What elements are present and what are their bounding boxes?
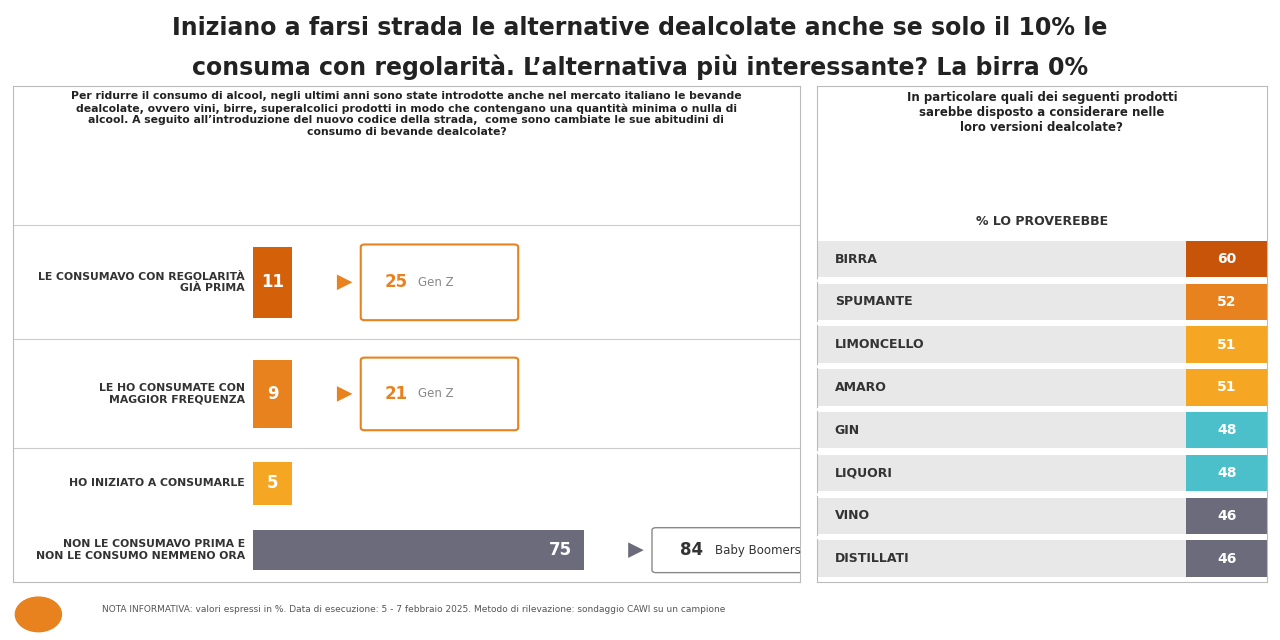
Text: Gen Z: Gen Z [419, 387, 454, 401]
Text: 5: 5 [266, 474, 278, 492]
Text: NOTA INFORMATIVA: valori espressi in %. Data di esecuzione: 5 - 7 febbraio 2025.: NOTA INFORMATIVA: valori espressi in %. … [102, 605, 726, 614]
FancyBboxPatch shape [817, 412, 1267, 449]
FancyBboxPatch shape [1187, 326, 1267, 363]
FancyBboxPatch shape [253, 530, 584, 570]
FancyBboxPatch shape [817, 455, 1267, 491]
Text: AMARO: AMARO [835, 381, 887, 394]
FancyBboxPatch shape [817, 326, 1267, 363]
FancyBboxPatch shape [361, 358, 518, 430]
Text: 48: 48 [1217, 423, 1236, 437]
Text: DISTILLATI: DISTILLATI [835, 552, 909, 565]
Text: 46: 46 [1217, 552, 1236, 566]
Text: LIMONCELLO: LIMONCELLO [835, 338, 924, 351]
Text: NON LE CONSUMAVO PRIMA E
NON LE CONSUMO NEMMENO ORA: NON LE CONSUMAVO PRIMA E NON LE CONSUMO … [36, 540, 244, 561]
Text: Gen Z: Gen Z [419, 276, 454, 289]
FancyBboxPatch shape [1187, 284, 1267, 320]
Circle shape [15, 597, 61, 632]
Text: 60: 60 [1217, 252, 1236, 266]
Text: 51: 51 [1217, 338, 1236, 351]
Text: BIRRA: BIRRA [835, 253, 878, 266]
FancyBboxPatch shape [652, 528, 841, 573]
FancyBboxPatch shape [817, 497, 1267, 534]
FancyBboxPatch shape [1187, 412, 1267, 449]
FancyBboxPatch shape [817, 369, 1267, 406]
FancyBboxPatch shape [1187, 455, 1267, 491]
FancyBboxPatch shape [361, 244, 518, 320]
Text: VINO: VINO [835, 509, 870, 522]
Text: 48: 48 [1217, 466, 1236, 480]
FancyBboxPatch shape [1187, 540, 1267, 577]
FancyBboxPatch shape [817, 540, 1267, 577]
Text: 51: 51 [1217, 380, 1236, 394]
Text: 46: 46 [1217, 509, 1236, 523]
Text: LIQUORI: LIQUORI [835, 467, 892, 479]
FancyBboxPatch shape [1187, 369, 1267, 406]
Text: 52: 52 [1217, 295, 1236, 309]
Text: 9: 9 [266, 385, 278, 403]
Text: 21: 21 [384, 385, 407, 403]
FancyBboxPatch shape [817, 284, 1267, 320]
FancyBboxPatch shape [253, 360, 292, 428]
FancyBboxPatch shape [253, 461, 292, 505]
Text: consuma con regolarità. L’alternativa più interessante? La birra 0%: consuma con regolarità. L’alternativa pi… [192, 54, 1088, 80]
FancyBboxPatch shape [253, 247, 292, 317]
Text: % LO PROVEREBBE: % LO PROVEREBBE [975, 215, 1108, 228]
Text: 84: 84 [680, 541, 703, 559]
Text: Iniziano a farsi strada le alternative dealcolate anche se solo il 10% le: Iniziano a farsi strada le alternative d… [173, 16, 1107, 40]
Text: 11: 11 [261, 273, 284, 291]
FancyBboxPatch shape [1187, 497, 1267, 534]
Text: 75: 75 [549, 541, 572, 559]
Text: Per ridurre il consumo di alcool, negli ultimi anni sono state introdotte anche : Per ridurre il consumo di alcool, negli … [72, 92, 741, 137]
Text: Baby Boomers: Baby Boomers [716, 543, 801, 557]
Text: HO INIZIATO A CONSUMARLE: HO INIZIATO A CONSUMARLE [69, 478, 244, 488]
Text: SPUMANTE: SPUMANTE [835, 295, 913, 308]
Text: LE HO CONSUMATE CON
MAGGIOR FREQUENZA: LE HO CONSUMATE CON MAGGIOR FREQUENZA [99, 383, 244, 404]
FancyBboxPatch shape [817, 241, 1267, 277]
FancyBboxPatch shape [1187, 241, 1267, 277]
Text: In particolare quali dei seguenti prodotti
sarebbe disposto a considerare nelle
: In particolare quali dei seguenti prodot… [906, 92, 1178, 134]
Text: GIN: GIN [835, 424, 860, 436]
Text: 25: 25 [384, 273, 407, 291]
Text: LE CONSUMAVO CON REGOLARITÀ
GIÀ PRIMA: LE CONSUMAVO CON REGOLARITÀ GIÀ PRIMA [38, 271, 244, 293]
